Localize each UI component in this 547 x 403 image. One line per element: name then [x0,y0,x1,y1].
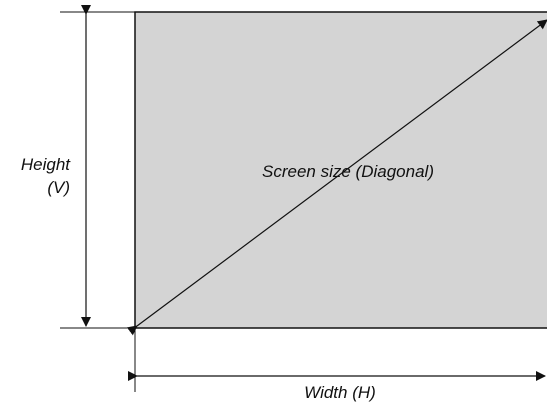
diagonal-dimension-arrow [126,19,547,336]
height-label-line2: (V) [47,178,70,197]
diagonal-label: Screen size (Diagonal) [262,162,434,181]
width-label: Width (H) [304,383,376,402]
height-label-line1: Height [21,155,71,174]
